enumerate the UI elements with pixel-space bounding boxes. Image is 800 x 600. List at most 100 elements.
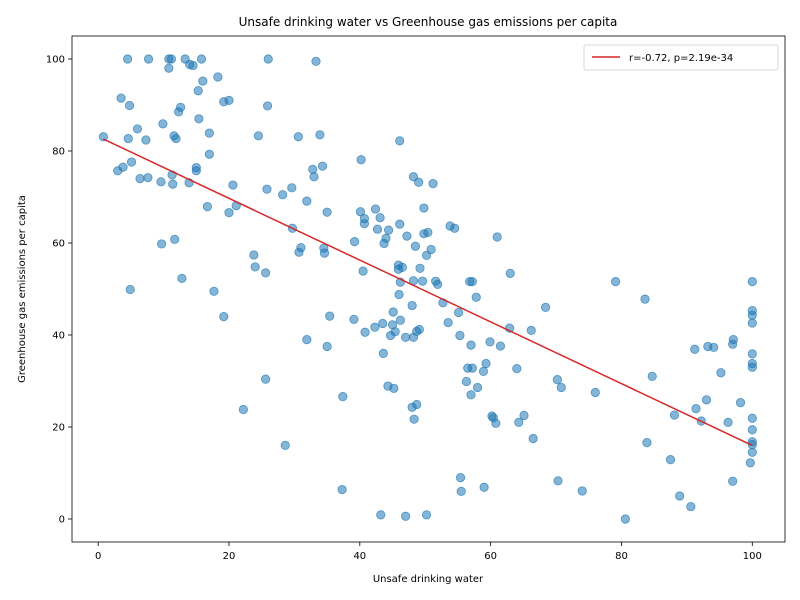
data-point-95: [250, 262, 260, 272]
x-axis-label: Unsafe drinking water: [373, 574, 484, 585]
data-point-189: [642, 438, 652, 448]
data-point-122: [747, 310, 757, 320]
data-point-37: [317, 161, 328, 171]
data-point-112: [471, 292, 481, 302]
data-point-47: [135, 174, 145, 184]
data-point-196: [455, 472, 466, 483]
fit-line: [103, 138, 753, 447]
data-point-79: [349, 237, 360, 247]
y-axis: 0 20 40 60 80 100: [46, 55, 72, 526]
data-point-120: [219, 311, 229, 322]
points-layer: [98, 54, 757, 524]
data-point-167: [556, 382, 566, 393]
data-point-88: [319, 248, 330, 258]
data-point-201: [577, 486, 587, 496]
data-point-102: [418, 276, 428, 286]
data-point-111: [394, 289, 404, 300]
data-point-154: [747, 362, 757, 372]
data-point-162: [552, 375, 562, 385]
data-point-0: [123, 54, 133, 64]
data-point-194: [665, 455, 676, 465]
data-point-24: [204, 128, 214, 138]
data-point-156: [467, 363, 477, 373]
data-point-121: [325, 311, 335, 321]
data-point-51: [428, 179, 438, 189]
data-point-104: [433, 279, 443, 289]
data-point-150: [378, 348, 388, 358]
data-point-207: [401, 511, 411, 521]
data-point-200: [337, 484, 347, 495]
data-point-206: [421, 510, 432, 520]
data-point-119: [453, 307, 464, 318]
data-point-123: [349, 314, 359, 324]
data-point-136: [385, 330, 396, 341]
data-point-160: [647, 371, 657, 381]
data-point-35: [356, 155, 366, 165]
data-point-90: [421, 250, 432, 261]
data-point-170: [338, 392, 348, 402]
data-point-197: [553, 476, 563, 486]
data-point-208: [620, 514, 630, 524]
data-point-75: [419, 229, 429, 239]
data-point-163: [261, 374, 271, 384]
data-point-138: [408, 332, 419, 342]
data-point-6: [263, 54, 273, 64]
data-point-83: [410, 241, 421, 251]
data-point-41: [113, 166, 123, 176]
data-point-185: [723, 417, 733, 427]
data-point-34: [204, 149, 214, 159]
data-point-42: [191, 166, 201, 176]
data-point-62: [355, 207, 366, 217]
data-point-81: [157, 239, 167, 249]
data-point-94: [415, 263, 425, 273]
data-point-10: [164, 63, 174, 73]
data-point-176: [691, 403, 701, 414]
data-point-20: [174, 107, 184, 117]
data-point-118: [388, 307, 398, 317]
data-point-55: [262, 184, 272, 194]
data-point-48: [156, 177, 166, 187]
x-tick-label-20: 20: [223, 551, 236, 562]
data-point-147: [709, 342, 719, 353]
data-point-195: [745, 458, 755, 468]
data-point-30: [123, 133, 133, 144]
data-point-93: [393, 264, 404, 274]
data-point-168: [590, 387, 600, 398]
data-point-166: [472, 382, 483, 393]
data-point-57: [302, 196, 312, 206]
data-point-109: [125, 284, 135, 295]
data-point-174: [407, 402, 417, 412]
data-point-61: [370, 204, 381, 214]
data-point-205: [376, 510, 386, 520]
data-point-73: [383, 225, 394, 235]
data-point-63: [322, 207, 332, 217]
data-point-23: [132, 124, 143, 134]
data-point-134: [526, 325, 536, 335]
data-point-171: [701, 395, 712, 405]
data-point-124: [395, 315, 405, 325]
x-tick-label-100: 100: [743, 551, 762, 562]
data-point-181: [409, 414, 419, 424]
data-point-44: [408, 172, 419, 182]
data-point-25: [315, 130, 325, 140]
data-point-98: [505, 268, 515, 278]
legend-box: [583, 44, 779, 71]
data-point-116: [540, 302, 551, 312]
plot-area: [72, 36, 785, 542]
data-point-87: [294, 247, 304, 257]
data-point-76: [402, 231, 412, 241]
data-point-175: [238, 404, 248, 415]
data-point-125: [443, 317, 453, 328]
data-point-139: [455, 330, 465, 341]
data-point-115: [407, 300, 417, 311]
data-point-11: [213, 72, 223, 82]
data-point-28: [293, 132, 303, 142]
data-point-198: [728, 476, 738, 486]
y-tick-label-100: 100: [46, 55, 65, 66]
x-axis: 0 20 40 60 80 100: [95, 542, 762, 562]
data-point-151: [747, 349, 757, 359]
legend: r=-0.72, p=2.19e-34: [583, 44, 779, 71]
data-point-46: [143, 173, 153, 183]
y-tick-label-0: 0: [59, 515, 65, 526]
